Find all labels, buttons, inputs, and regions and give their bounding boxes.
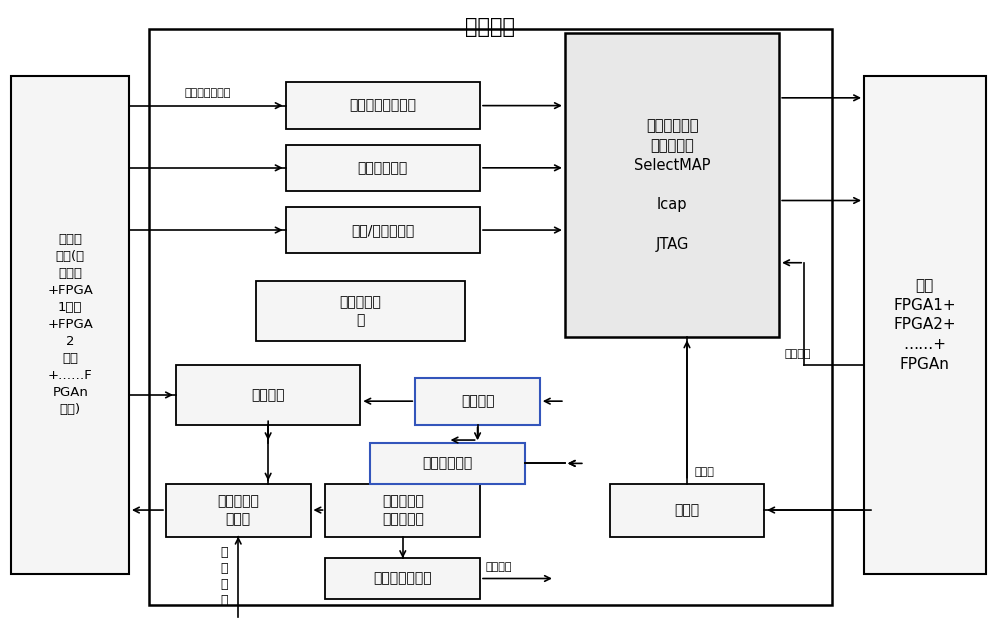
Text: 重配置: 重配置 xyxy=(695,468,715,478)
Bar xyxy=(11,76,129,574)
Bar xyxy=(256,281,465,341)
Text: 在轨辐射数
据采集模块: 在轨辐射数 据采集模块 xyxy=(382,494,424,526)
Text: 校验模块: 校验模块 xyxy=(251,388,285,402)
Bar xyxy=(370,443,525,484)
Text: 监控单元: 监控单元 xyxy=(465,17,515,37)
Text: 辐射数据存储器: 辐射数据存储器 xyxy=(373,571,432,586)
Bar xyxy=(176,366,360,424)
Bar xyxy=(325,558,480,599)
Text: 目标
FPGA1+
FPGA2+
……+
FPGAn: 目标 FPGA1+ FPGA2+ ……+ FPGAn xyxy=(894,278,956,372)
Text: 遥测下发: 遥测下发 xyxy=(485,562,512,572)
Text: 上电/重配置模块: 上电/重配置模块 xyxy=(351,223,414,237)
Bar xyxy=(415,378,540,424)
Bar xyxy=(610,484,764,536)
Bar xyxy=(149,29,832,605)
Text: 定时刷新模块: 定时刷新模块 xyxy=(358,161,408,175)
Bar xyxy=(166,484,311,536)
Text: 上
注
通
道: 上 注 通 道 xyxy=(221,546,228,608)
Text: 回读模块: 回读模块 xyxy=(461,394,494,408)
Text: 看门狗: 看门狗 xyxy=(674,503,700,517)
Text: 配置存储器接
口管理模块
SelectMAP

Icap

JTAG: 配置存储器接 口管理模块 SelectMAP Icap JTAG xyxy=(634,118,710,252)
Bar xyxy=(864,76,986,574)
Text: 外部存
储器(关
键参数
+FPGA
1程序
+FPGA
2
程序
+……F
PGAn
程序): 外部存 储器(关 键参数 +FPGA 1程序 +FPGA 2 程序 +……F P… xyxy=(47,234,93,416)
Bar xyxy=(325,484,480,536)
Text: 配置位流: 配置位流 xyxy=(784,349,811,359)
Text: 条件刷新模块: 条件刷新模块 xyxy=(423,456,473,471)
Bar xyxy=(286,144,480,191)
Bar xyxy=(286,82,480,129)
Text: 关键参数加载模块: 关键参数加载模块 xyxy=(349,99,416,112)
Bar xyxy=(565,32,779,338)
Text: 上电后第一时刻: 上电后第一时刻 xyxy=(184,88,231,98)
Text: 重构位流写
入模块: 重构位流写 入模块 xyxy=(217,494,259,526)
Text: 中央控制模
块: 中央控制模 块 xyxy=(339,295,381,327)
Bar xyxy=(286,207,480,253)
